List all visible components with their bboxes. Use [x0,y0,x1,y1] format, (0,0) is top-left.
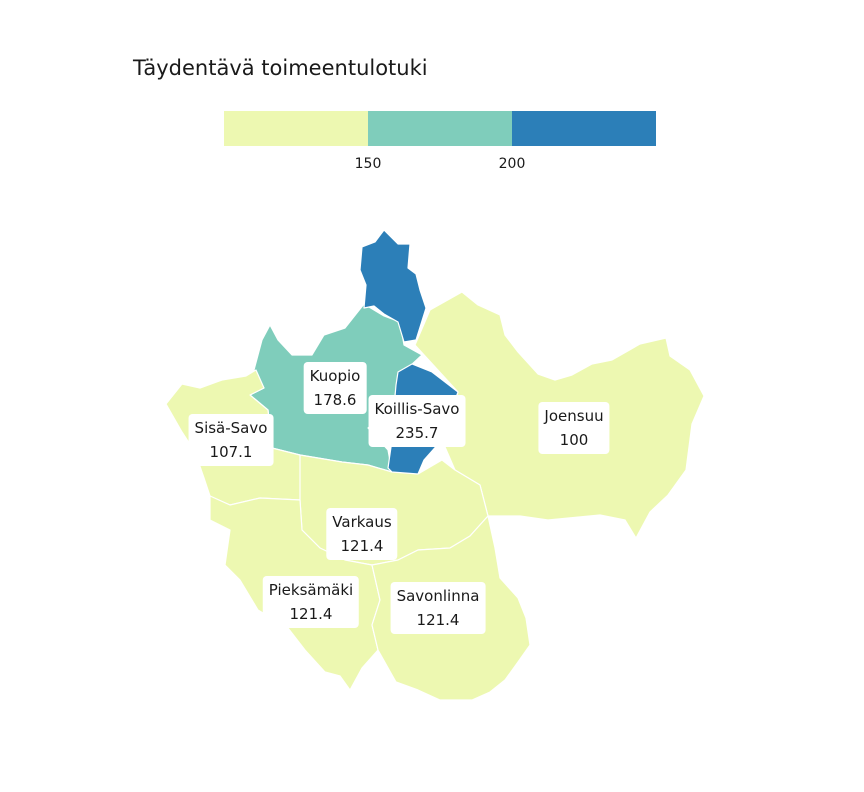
region-value: 178.6 [313,391,357,409]
region-name: Koillis-Savo [374,400,460,418]
legend-high [512,111,656,146]
region-value: 107.1 [209,443,253,461]
region-name: Joensuu [544,407,604,425]
region-name: Pieksämäki [268,581,354,599]
region-label-joensuu: Joensuu 100 [538,402,610,454]
region-label-kuopio: Kuopio 178.6 [303,362,367,414]
legend-break-label: 200 [498,156,526,172]
legend-low [224,111,368,146]
region-name: Kuopio [309,367,361,385]
region-label-varkaus: Varkaus 121.4 [326,508,398,560]
region-value: 121.4 [340,537,384,555]
legend-break-label: 150 [354,156,382,172]
map-title: Täydentävä toimeentulotuki [133,56,428,80]
color-legend [224,111,656,146]
region-label-pieksamaki: Pieksämäki 121.4 [262,576,360,628]
region-name: Varkaus [332,513,392,531]
region-value: 121.4 [289,605,333,623]
region-value: 121.4 [416,611,460,629]
region-label-savonlinna: Savonlinna 121.4 [390,582,486,634]
region-value: 235.7 [395,424,439,442]
region-name: Savonlinna [396,587,480,605]
region-value: 100 [559,431,589,449]
region-label-sisa-savo: Sisä-Savo 107.1 [188,414,274,466]
region-name: Sisä-Savo [194,419,268,437]
legend-mid [368,111,512,146]
region-label-koillis-savo: Koillis-Savo 235.7 [368,395,466,447]
